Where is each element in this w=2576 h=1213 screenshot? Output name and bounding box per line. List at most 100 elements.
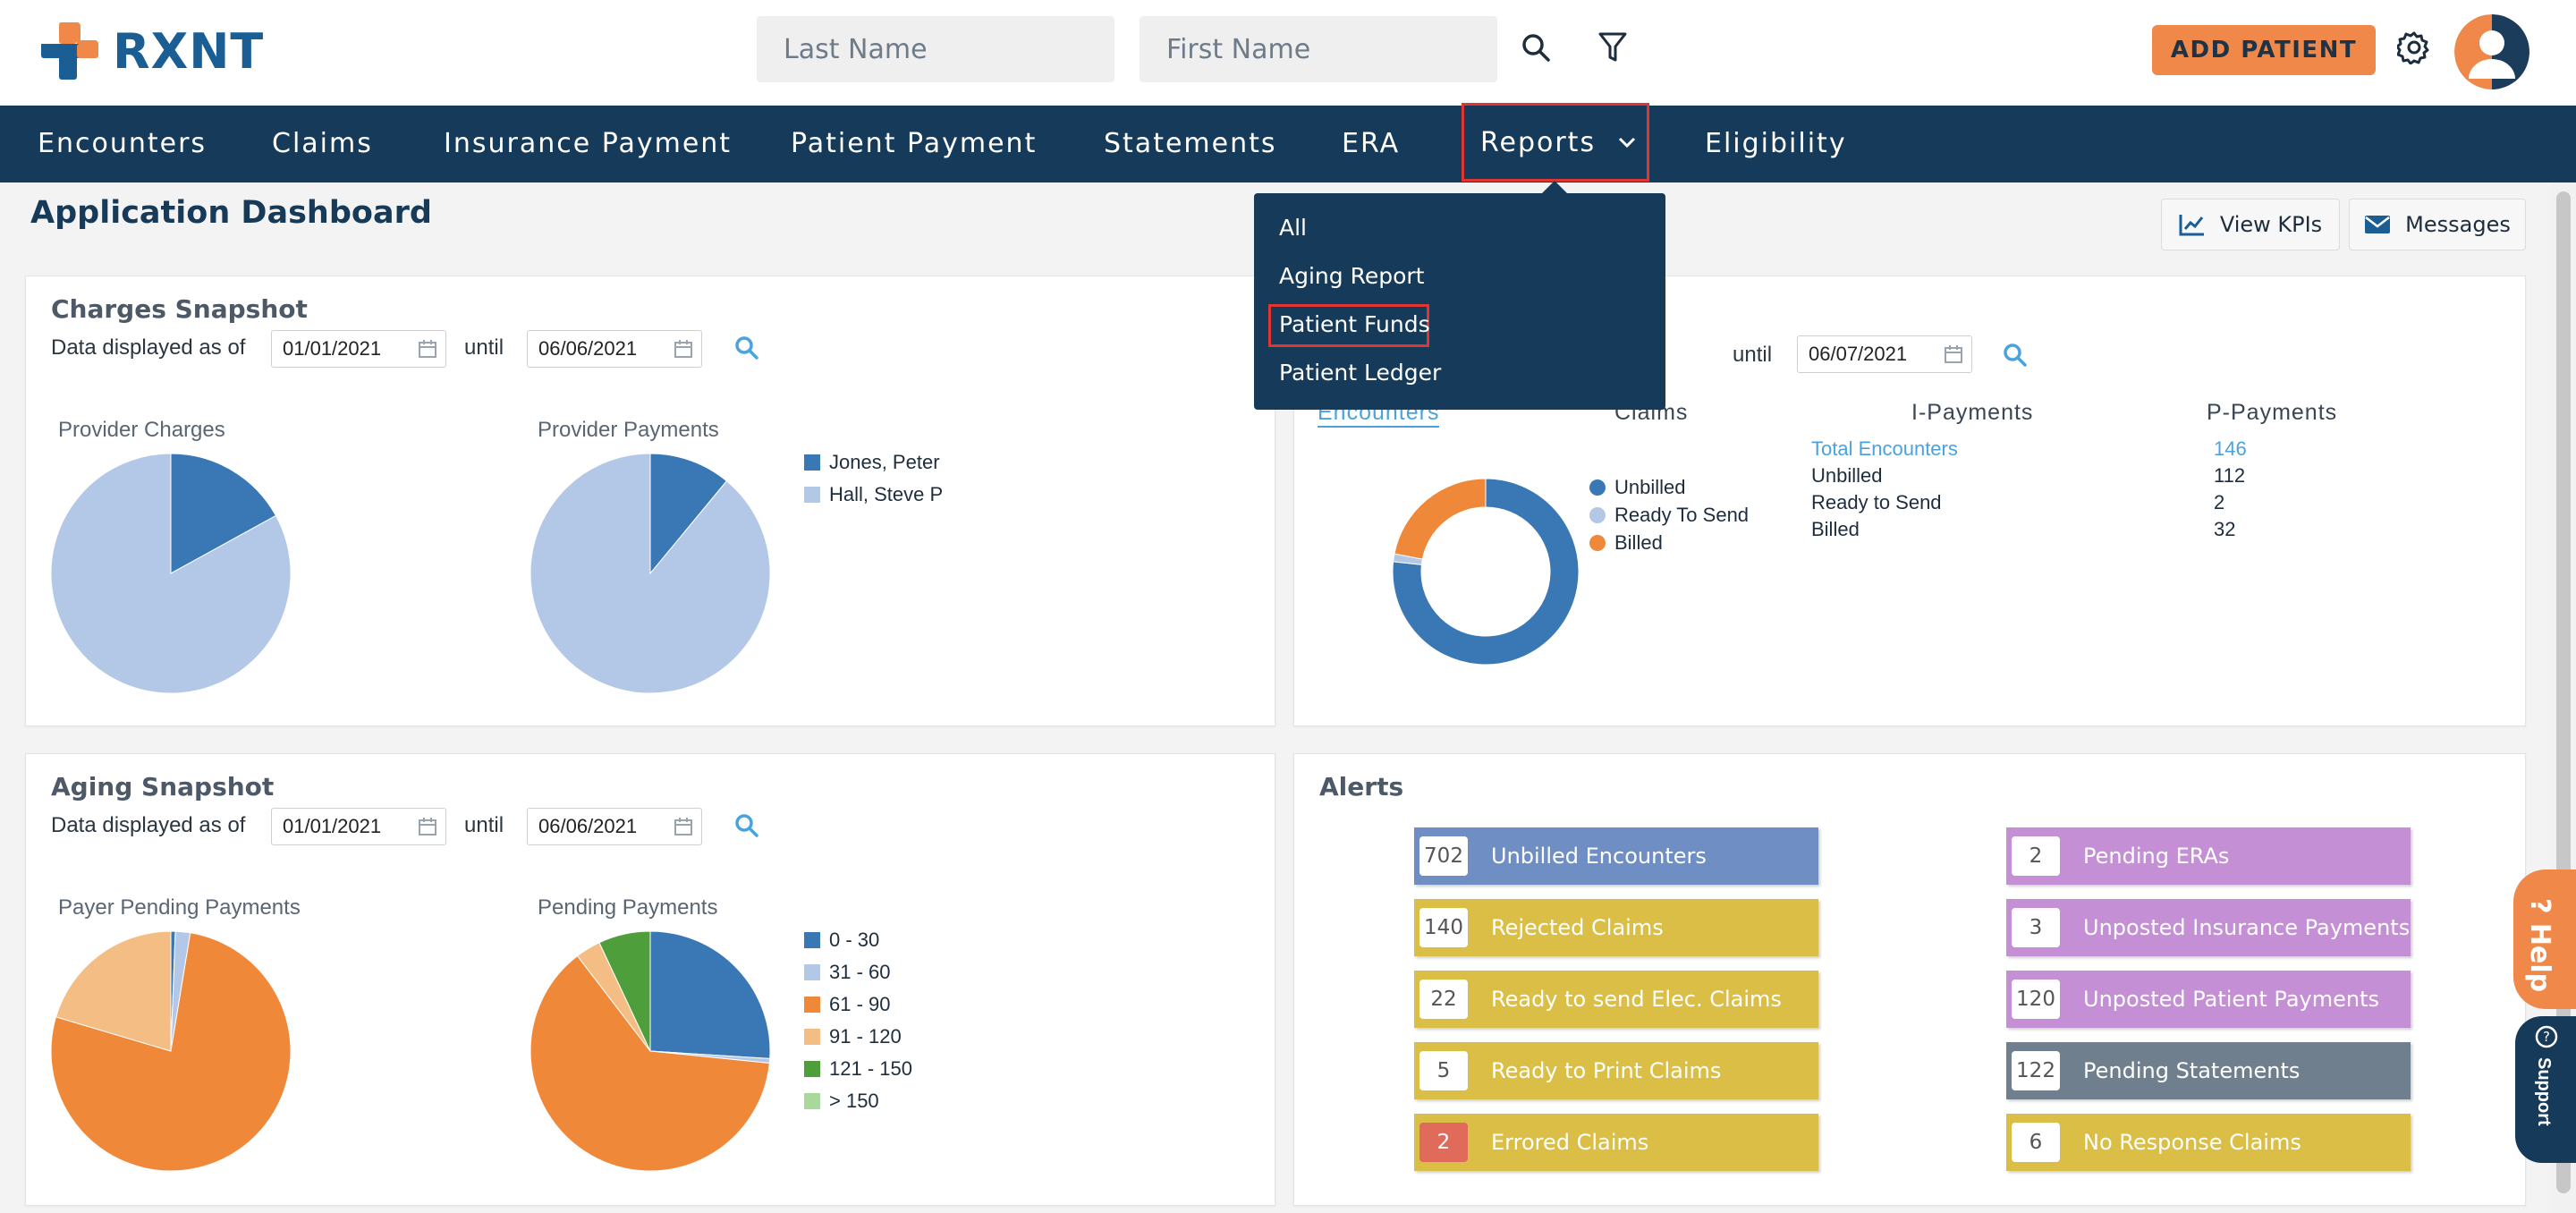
search-icon[interactable] xyxy=(1515,27,1556,68)
stat-unbilled-label: Unbilled xyxy=(1811,464,1883,487)
pie-slice-hall-steve-p[interactable] xyxy=(50,453,292,694)
alert-rejected-claims[interactable]: 140 Rejected Claims xyxy=(1414,899,1818,956)
pie-slice-billed[interactable] xyxy=(1394,478,1487,560)
nav-reports[interactable]: Reports xyxy=(1462,103,1649,182)
page-title: Application Dashboard xyxy=(30,195,432,231)
calendar-icon xyxy=(419,340,436,358)
alert-label: Unbilled Encounters xyxy=(1491,844,1707,869)
charges-from-date[interactable]: 01/01/2021 xyxy=(271,330,446,368)
stat-billed-label: Billed xyxy=(1811,518,1860,540)
pie-slice-91-120[interactable] xyxy=(55,930,172,1052)
pie-slice-0-30[interactable] xyxy=(649,930,771,1059)
alert-unposted-insurance-payments[interactable]: 3 Unposted Insurance Payments xyxy=(2006,899,2411,956)
last-name-input[interactable] xyxy=(757,16,1114,82)
rxnt-logo[interactable]: RXNT xyxy=(39,20,264,82)
avatar[interactable] xyxy=(2454,14,2529,89)
alert-unbilled-encounters[interactable]: 702 Unbilled Encounters xyxy=(1414,827,1818,885)
stat-total-encounters-value[interactable]: 146 xyxy=(2214,437,2247,460)
search-icon[interactable] xyxy=(2003,343,2028,368)
aging-from-date[interactable]: 01/01/2021 xyxy=(271,808,446,845)
provider-payments-label: Provider Payments xyxy=(538,418,719,442)
legend-swatch xyxy=(1589,479,1606,496)
nav-patient-payment[interactable]: Patient Payment xyxy=(791,128,1038,159)
alert-no-response-claims[interactable]: 6 No Response Claims xyxy=(2006,1114,2411,1171)
messages-button[interactable]: Messages xyxy=(2349,199,2526,250)
search-icon[interactable] xyxy=(734,335,759,361)
nav-reports-label: Reports xyxy=(1480,126,1597,158)
legend-swatch xyxy=(804,454,820,471)
nav-era[interactable]: ERA xyxy=(1342,128,1401,159)
top-bar: RXNT ADD PATIENT xyxy=(0,0,2576,106)
legend-item: Ready To Send xyxy=(1589,501,1749,529)
aging-legend: 0 - 30 31 - 60 61 - 90 91 - 120 121 - 15… xyxy=(804,924,912,1117)
chart-line-icon xyxy=(2179,215,2204,236)
support-tab[interactable]: ? Support xyxy=(2515,1016,2576,1163)
alert-pending-eras[interactable]: 2 Pending ERAs xyxy=(2006,827,2411,885)
stat-total-encounters-label[interactable]: Total Encounters xyxy=(1811,437,1958,460)
legend-item: 121 - 150 xyxy=(804,1053,912,1085)
legend-swatch xyxy=(804,487,820,503)
aging-to-date[interactable]: 06/06/2021 xyxy=(527,808,702,845)
alert-count: 140 xyxy=(1419,908,1468,947)
legend-item: 31 - 60 xyxy=(804,956,912,988)
encounters-to-date[interactable]: 06/07/2021 xyxy=(1797,335,1972,373)
alert-unposted-patient-payments[interactable]: 120 Unposted Patient Payments xyxy=(2006,971,2411,1028)
alert-count: 2 xyxy=(1419,1123,1468,1162)
pie-slice-61-90[interactable] xyxy=(50,932,292,1172)
alert-label: Unposted Patient Payments xyxy=(2083,987,2380,1012)
nav-encounters[interactable]: Encounters xyxy=(38,128,208,159)
calendar-icon xyxy=(674,340,692,358)
view-kpis-button[interactable]: View KPIs xyxy=(2161,199,2340,250)
alert-ready-to-send-elec-claims[interactable]: 22 Ready to send Elec. Claims xyxy=(1414,971,1818,1028)
help-tab[interactable]: ? Help xyxy=(2513,869,2576,1009)
pie-slice-hall-steve-p[interactable] xyxy=(530,453,771,694)
legend-swatch xyxy=(1589,534,1606,551)
brand-name: RXNT xyxy=(113,22,265,80)
search-icon[interactable] xyxy=(734,813,759,838)
first-name-input[interactable] xyxy=(1140,16,1497,82)
nav-eligibility[interactable]: Eligibility xyxy=(1705,128,1847,159)
alert-label: No Response Claims xyxy=(2083,1130,2301,1155)
legend-item: Hall, Steve P xyxy=(804,479,943,511)
pie-slice-61-90[interactable] xyxy=(530,954,770,1172)
help-label: ? Help xyxy=(2524,898,2555,993)
menu-item-aging-report[interactable]: Aging Report xyxy=(1279,263,1425,289)
alerts-panel: Alerts 702 Unbilled Encounters 140 Rejecte… xyxy=(1293,753,2526,1206)
pie-slice-unbilled[interactable] xyxy=(1392,478,1580,666)
gear-icon[interactable] xyxy=(2395,27,2433,68)
pie-slice-jones-peter[interactable] xyxy=(170,453,277,574)
calendar-icon xyxy=(1945,345,1962,363)
charges-to-date[interactable]: 06/06/2021 xyxy=(527,330,702,368)
aging-displayed-as-of: Data displayed as of xyxy=(51,813,246,837)
nav-insurance-payment[interactable]: Insurance Payment xyxy=(444,128,733,159)
menu-item-patient-ledger[interactable]: Patient Ledger xyxy=(1279,360,1442,386)
reports-dropdown-menu: All Aging Report Patient Funds Patient L… xyxy=(1254,181,1665,410)
envelope-icon xyxy=(2365,216,2391,233)
menu-item-all[interactable]: All xyxy=(1279,215,1307,241)
chevron-down-icon xyxy=(1619,137,1636,148)
alert-label: Pending Statements xyxy=(2083,1058,2301,1083)
alert-errored-claims[interactable]: 2 Errored Claims xyxy=(1414,1114,1818,1171)
view-kpis-label: View KPIs xyxy=(2219,212,2323,237)
pie-slice-jones-peter[interactable] xyxy=(649,453,728,575)
alert-count: 122 xyxy=(2012,1051,2060,1090)
nav-claims[interactable]: Claims xyxy=(272,128,373,159)
alert-pending-statements[interactable]: 122 Pending Statements xyxy=(2006,1042,2411,1099)
alert-label: Rejected Claims xyxy=(1491,915,1664,940)
legend-swatch xyxy=(804,997,820,1013)
alert-ready-to-print-claims[interactable]: 5 Ready to Print Claims xyxy=(1414,1042,1818,1099)
add-patient-button[interactable]: ADD PATIENT xyxy=(2152,25,2376,75)
alert-count: 5 xyxy=(1419,1051,1468,1090)
tab-i-payments[interactable]: I-Payments xyxy=(1911,400,2034,425)
legend-swatch xyxy=(804,1029,820,1045)
support-label: Support xyxy=(2534,1057,2554,1126)
filter-icon[interactable] xyxy=(1592,27,1633,68)
pie-slice-121-150[interactable] xyxy=(598,930,651,1052)
stat-unbilled-value: 112 xyxy=(2214,464,2246,487)
menu-item-patient-funds[interactable]: Patient Funds xyxy=(1279,311,1430,337)
legend-swatch xyxy=(1589,506,1606,523)
nav-statements[interactable]: Statements xyxy=(1104,128,1277,159)
charges-until: until xyxy=(464,335,504,360)
encounters-donut xyxy=(1392,478,1580,666)
tab-p-payments[interactable]: P-Payments xyxy=(2207,400,2338,425)
